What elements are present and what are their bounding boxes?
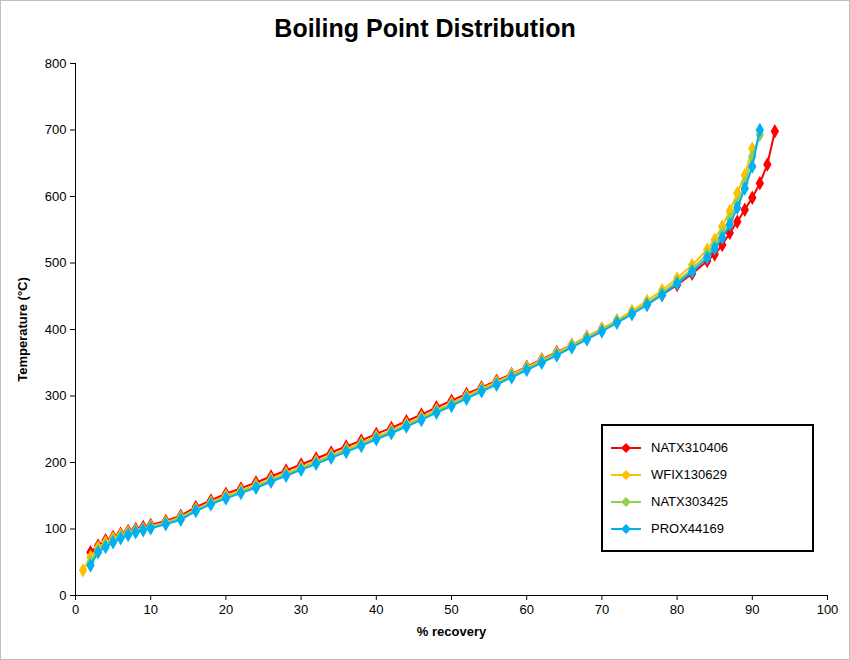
html-text:PROX44169: PROX44169: [651, 521, 724, 536]
svg-text:30: 30: [294, 602, 308, 617]
svg-text:10: 10: [143, 602, 157, 617]
html-text:WFIX130629: WFIX130629: [651, 467, 727, 482]
svg-text:0: 0: [59, 588, 66, 603]
svg-text:100: 100: [817, 602, 839, 617]
svg-text:400: 400: [45, 322, 67, 337]
svg-text:90: 90: [745, 602, 759, 617]
svg-text:100: 100: [45, 521, 67, 536]
html-text:Boiling Point Distribution: Boiling Point Distribution: [274, 14, 576, 42]
html-text:NATX310406: NATX310406: [651, 440, 729, 455]
svg-text:700: 700: [45, 122, 67, 137]
html-text:NATX303425: NATX303425: [651, 494, 729, 509]
svg-text:40: 40: [369, 602, 383, 617]
svg-text:200: 200: [45, 455, 67, 470]
svg-text:800: 800: [45, 56, 67, 71]
svg-text:70: 70: [595, 602, 609, 617]
svg-text:60: 60: [519, 602, 533, 617]
svg-text:20: 20: [219, 602, 233, 617]
svg-text:600: 600: [45, 189, 67, 204]
svg-text:50: 50: [444, 602, 458, 617]
svg-text:300: 300: [45, 388, 67, 403]
svg-text:Temperature (°C): Temperature (°C): [15, 277, 30, 382]
svg-text:% recovery: % recovery: [417, 624, 487, 639]
svg-text:0: 0: [72, 602, 79, 617]
svg-text:500: 500: [45, 255, 67, 270]
svg-text:80: 80: [670, 602, 684, 617]
